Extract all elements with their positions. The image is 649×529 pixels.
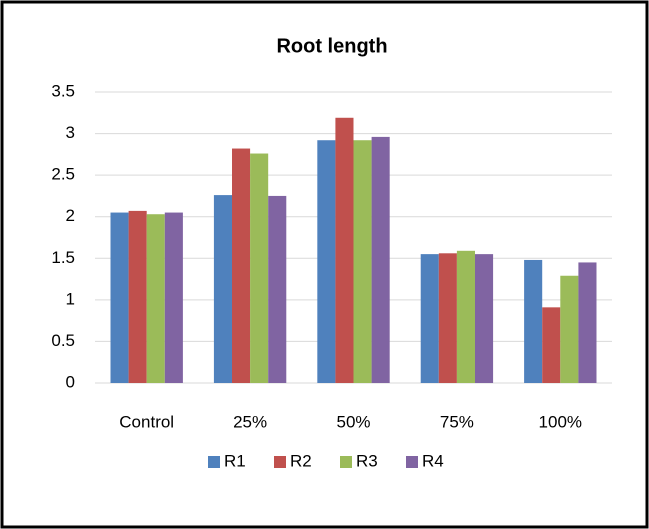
x-tick-label: 100% [539, 412, 582, 431]
y-tick-label: 1 [66, 289, 75, 308]
bar [146, 214, 165, 383]
bar [110, 212, 129, 383]
legend-label: R3 [356, 451, 378, 470]
x-tick-label: 50% [336, 412, 370, 431]
bar [213, 195, 233, 383]
x-tick-label: 75% [440, 412, 474, 431]
y-tick-label: 3.5 [51, 81, 75, 100]
bar [232, 148, 251, 383]
legend-swatch [208, 456, 220, 468]
bar [371, 136, 390, 383]
bar [128, 210, 147, 383]
bar [456, 250, 475, 383]
y-tick-label: 0.5 [51, 331, 75, 350]
bar [438, 253, 457, 383]
y-tick-label: 2 [66, 206, 75, 225]
bar [560, 275, 579, 383]
legend-label: R2 [290, 451, 312, 470]
bar [524, 259, 543, 383]
bar [578, 262, 597, 383]
legend-label: R1 [224, 451, 246, 470]
bar [353, 140, 372, 383]
bar [250, 153, 269, 383]
legend-swatch [406, 456, 418, 468]
legend-swatch [340, 456, 352, 468]
x-tick-label: 25% [233, 412, 267, 431]
legend-swatch [274, 456, 286, 468]
bar [164, 212, 183, 383]
bar [335, 117, 354, 383]
bar [474, 254, 494, 383]
y-tick-label: 3 [66, 123, 75, 142]
y-tick-label: 2.5 [51, 165, 75, 184]
chart-title: Root length [276, 35, 387, 57]
bar [268, 195, 287, 383]
bar [317, 140, 336, 383]
x-tick-label: Control [119, 412, 174, 431]
y-tick-label: 0 [66, 372, 75, 391]
bar [542, 307, 561, 383]
y-tick-label: 1.5 [51, 248, 75, 267]
legend-label: R4 [422, 451, 444, 470]
bar [420, 254, 439, 383]
